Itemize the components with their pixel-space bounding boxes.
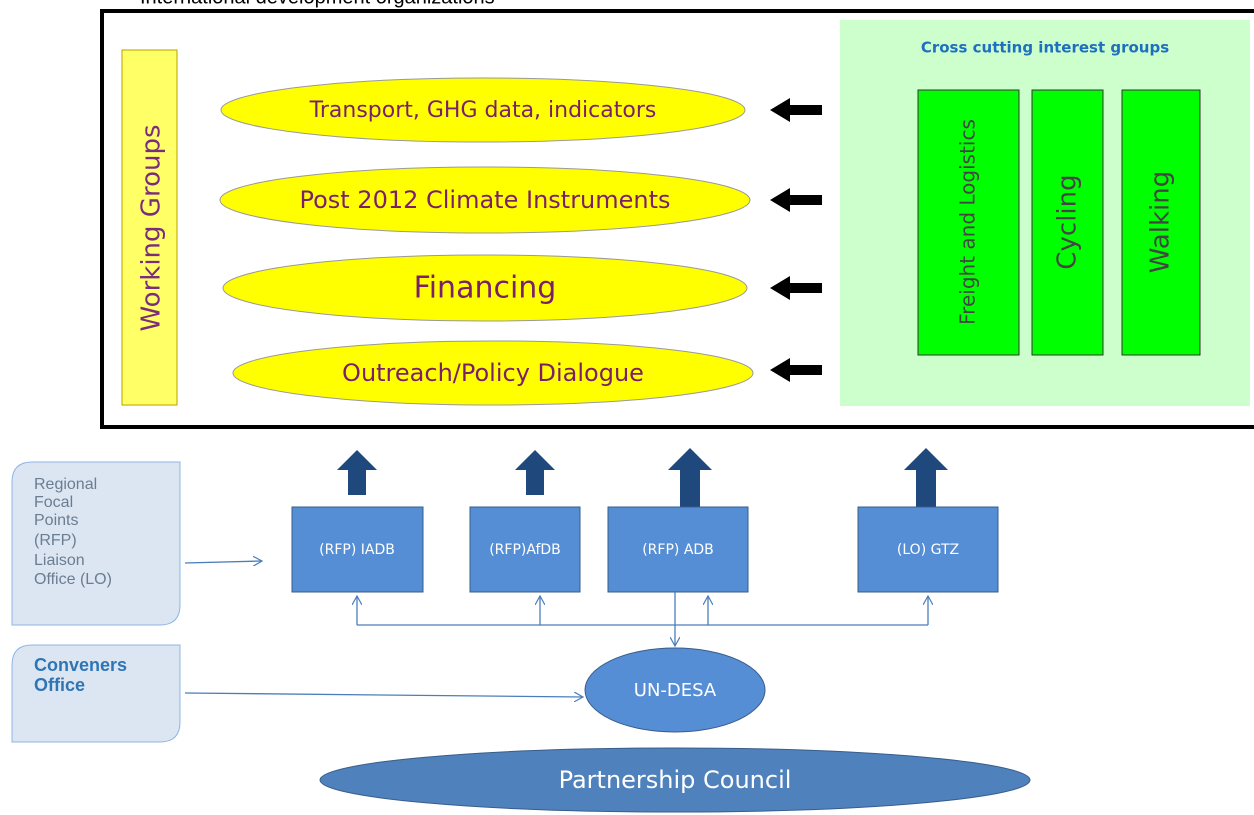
node-label: (RFP) IADB <box>319 542 395 558</box>
interest-group-label: Walking <box>1146 171 1176 273</box>
node-labels: (RFP) IADB (RFP)AfDB (RFP) ADB (LO) GTZ <box>319 542 959 558</box>
up-arrows <box>337 448 948 507</box>
arrow-left <box>770 188 822 212</box>
node-box <box>291 506 424 593</box>
node-label: (LO) GTZ <box>897 542 959 558</box>
connector <box>184 561 262 563</box>
interest-group-box <box>1031 89 1104 356</box>
callout-line: Office (LO) <box>34 571 112 588</box>
callout-box <box>11 461 181 626</box>
node-box <box>607 506 749 593</box>
callout-line: (RFP) <box>34 532 77 549</box>
interest-group-label: Cycling <box>1053 174 1083 269</box>
callout-text: Regional Focal Points (RFP) Liaison Offi… <box>34 476 112 588</box>
header-title: International development organizations <box>140 0 495 8</box>
callout-line: Conveners <box>34 655 127 675</box>
working-groups-bar <box>121 49 178 406</box>
working-group-label: Financing <box>414 271 557 306</box>
council-label: Partnership Council <box>559 766 792 794</box>
interest-group-box <box>917 89 1020 356</box>
working-group-list: Transport, GHG data, indicators Post 201… <box>219 77 754 406</box>
council-ellipse <box>319 747 1031 813</box>
callout-line: Office <box>34 675 85 695</box>
interest-group-label: Freight and Logistics <box>956 119 980 325</box>
callout-line: Liaison <box>34 552 85 569</box>
interest-group-box <box>1121 89 1201 356</box>
arrow-up <box>337 450 377 495</box>
interest-groups-title: Cross cutting interest groups <box>921 39 1169 57</box>
working-group-ellipse <box>232 340 754 406</box>
working-group-ellipse <box>219 166 751 234</box>
node-box <box>469 506 581 593</box>
working-group-ellipse <box>222 254 748 322</box>
node-label: (RFP)AfDB <box>489 542 561 558</box>
working-group-label: Post 2012 Climate Instruments <box>299 186 670 214</box>
callout-box <box>11 644 181 743</box>
connector <box>184 693 583 697</box>
arrow-up <box>904 448 948 507</box>
working-groups-label: Working Groups <box>137 124 167 331</box>
working-group-label: Transport, GHG data, indicators <box>309 98 657 123</box>
callout-line: Focal <box>34 494 73 511</box>
working-group-label: Outreach/Policy Dialogue <box>342 359 644 387</box>
connectors <box>184 561 928 697</box>
arrow-left <box>770 276 822 300</box>
hub-label: UN-DESA <box>634 680 717 701</box>
left-arrows <box>770 98 822 382</box>
callout-line: Regional <box>34 476 97 493</box>
arrow-left <box>770 98 822 122</box>
arrow-up <box>668 448 712 507</box>
arrow-left <box>770 358 822 382</box>
node-box <box>857 506 999 593</box>
arrow-up <box>515 450 555 495</box>
node-label: (RFP) ADB <box>642 542 714 558</box>
callout-line: Points <box>34 512 78 529</box>
working-group-ellipse <box>220 77 746 143</box>
hub-ellipse <box>584 647 766 733</box>
node-boxes <box>291 506 999 593</box>
